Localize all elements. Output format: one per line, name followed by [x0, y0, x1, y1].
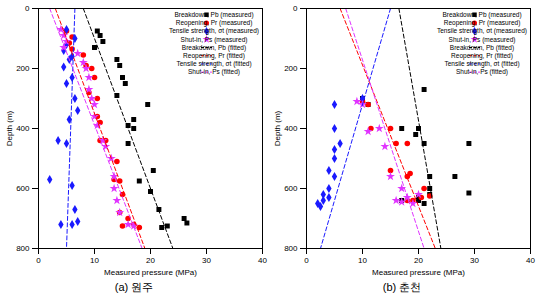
svg-text:Shut-in, Ps (measured): Shut-in, Ps (measured) — [449, 36, 516, 44]
svg-text:30: 30 — [470, 256, 479, 265]
svg-text:Breakdown, Pb (fitted): Breakdown, Pb (fitted) — [450, 44, 514, 52]
svg-text:30: 30 — [202, 256, 211, 265]
svg-text:800: 800 — [16, 244, 30, 253]
svg-text:Measured pressure (MPa): Measured pressure (MPa) — [104, 268, 197, 277]
svg-text:10: 10 — [90, 256, 99, 265]
html-text:(b) 춘천: (b) 춘천 — [382, 281, 422, 293]
svg-text:40: 40 — [526, 256, 535, 265]
svg-text:Reopening, Pr (fitted): Reopening, Pr (fitted) — [183, 52, 245, 60]
svg-text:40: 40 — [258, 256, 267, 265]
html-text:(a) 원주: (a) 원주 — [114, 281, 154, 293]
svg-text:Tensile strength, σt (fitted): Tensile strength, σt (fitted) — [176, 60, 251, 68]
svg-text:10: 10 — [358, 256, 367, 265]
svg-text:Tensile strength, σt (fitted): Tensile strength, σt (fitted) — [444, 60, 519, 68]
svg-text:200: 200 — [16, 64, 30, 73]
svg-text:800: 800 — [284, 244, 298, 253]
svg-text:Tensile strength, σt (measured: Tensile strength, σt (measured) — [169, 27, 259, 35]
svg-text:Depth (m): Depth (m) — [273, 110, 282, 146]
svg-text:600: 600 — [16, 184, 30, 193]
svg-text:Measured pressure (MPa): Measured pressure (MPa) — [372, 268, 465, 277]
svg-text:600: 600 — [284, 184, 298, 193]
svg-text:0: 0 — [304, 256, 309, 265]
svg-text:400: 400 — [16, 124, 30, 133]
svg-text:0: 0 — [36, 256, 41, 265]
svg-text:Breakdown, Pb (measured): Breakdown, Pb (measured) — [174, 11, 253, 19]
svg-text:Reopening, Pr (measured): Reopening, Pr (measured) — [176, 19, 253, 27]
svg-text:Breakdown, Pb (measured): Breakdown, Pb (measured) — [442, 11, 521, 19]
svg-text:Shut-in, Ps (measured): Shut-in, Ps (measured) — [181, 36, 248, 44]
svg-text:Shut-in, Ps (fitted): Shut-in, Ps (fitted) — [188, 68, 240, 76]
svg-text:0: 0 — [25, 4, 30, 13]
svg-text:Shut-in, Ps (fitted): Shut-in, Ps (fitted) — [456, 68, 508, 76]
svg-text:0: 0 — [293, 4, 298, 13]
svg-text:Depth (m): Depth (m) — [5, 110, 14, 146]
svg-text:200: 200 — [284, 64, 298, 73]
svg-text:20: 20 — [414, 256, 423, 265]
svg-text:400: 400 — [284, 124, 298, 133]
svg-text:Tensile strength, σt (measured: Tensile strength, σt (measured) — [437, 27, 527, 35]
svg-text:Reopening, Pr (measured): Reopening, Pr (measured) — [444, 19, 521, 27]
svg-text:20: 20 — [146, 256, 155, 265]
svg-text:Reopening, Pr (fitted): Reopening, Pr (fitted) — [451, 52, 513, 60]
svg-text:Breakdown, Pb (fitted): Breakdown, Pb (fitted) — [182, 44, 246, 52]
